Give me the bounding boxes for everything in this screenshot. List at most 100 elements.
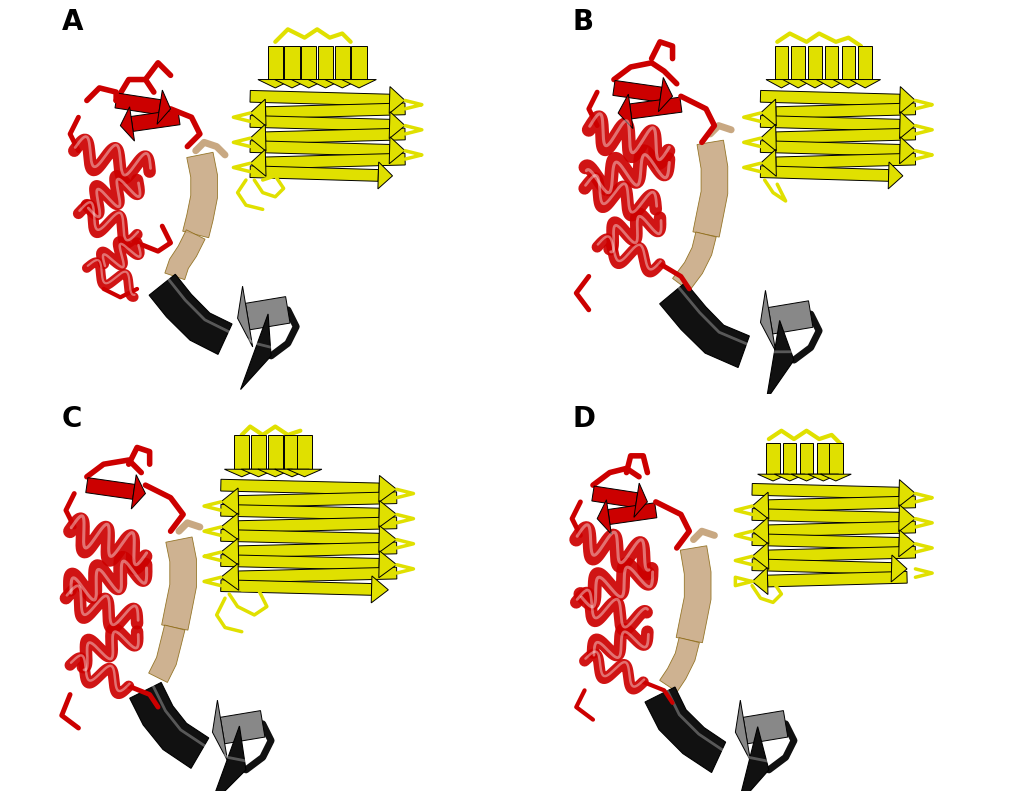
Polygon shape (752, 483, 899, 499)
Polygon shape (149, 274, 232, 355)
Polygon shape (224, 469, 259, 477)
Polygon shape (284, 435, 300, 469)
Polygon shape (238, 542, 396, 557)
Polygon shape (659, 282, 749, 367)
Polygon shape (250, 166, 378, 181)
Polygon shape (833, 80, 864, 88)
Polygon shape (900, 112, 915, 138)
Polygon shape (766, 444, 780, 474)
Polygon shape (597, 500, 611, 534)
Polygon shape (899, 530, 915, 556)
Polygon shape (900, 137, 915, 164)
Polygon shape (221, 538, 238, 565)
Polygon shape (258, 469, 292, 477)
Polygon shape (308, 80, 342, 88)
Polygon shape (766, 80, 797, 88)
Polygon shape (736, 700, 750, 761)
Polygon shape (752, 533, 899, 549)
Polygon shape (783, 80, 813, 88)
Polygon shape (211, 726, 246, 795)
Polygon shape (266, 153, 406, 169)
Polygon shape (131, 110, 180, 131)
Polygon shape (645, 687, 726, 773)
Polygon shape (298, 435, 312, 469)
Polygon shape (266, 128, 406, 144)
Polygon shape (760, 115, 900, 131)
Polygon shape (341, 80, 376, 88)
Polygon shape (221, 488, 238, 515)
Polygon shape (162, 537, 197, 630)
Polygon shape (760, 124, 776, 151)
Polygon shape (268, 46, 283, 80)
Polygon shape (775, 103, 916, 118)
Polygon shape (892, 555, 907, 582)
Polygon shape (900, 87, 915, 114)
Polygon shape (120, 107, 135, 141)
Polygon shape (760, 166, 889, 181)
Polygon shape (234, 435, 250, 469)
Polygon shape (693, 140, 728, 237)
Polygon shape (250, 141, 389, 156)
Polygon shape (221, 564, 238, 591)
Polygon shape (221, 513, 238, 540)
Polygon shape (760, 141, 900, 156)
Polygon shape (318, 46, 333, 80)
Polygon shape (221, 529, 379, 545)
Polygon shape (758, 474, 789, 481)
Polygon shape (607, 502, 657, 525)
Polygon shape (352, 46, 367, 80)
Polygon shape (268, 435, 283, 469)
Polygon shape (783, 444, 797, 474)
Polygon shape (766, 320, 794, 400)
Polygon shape (378, 162, 392, 189)
Polygon shape (808, 46, 821, 80)
Polygon shape (182, 153, 217, 238)
Polygon shape (774, 46, 788, 80)
Polygon shape (221, 504, 379, 520)
Polygon shape (774, 474, 805, 481)
Polygon shape (221, 580, 372, 595)
Polygon shape (240, 314, 271, 390)
Polygon shape (389, 87, 406, 114)
Polygon shape (800, 444, 813, 474)
Polygon shape (592, 486, 638, 508)
Polygon shape (389, 137, 406, 164)
Polygon shape (816, 444, 830, 474)
Polygon shape (212, 700, 227, 761)
Polygon shape (275, 469, 310, 477)
Polygon shape (246, 297, 290, 330)
Polygon shape (250, 124, 266, 151)
Polygon shape (612, 80, 662, 102)
Text: B: B (572, 8, 593, 36)
Polygon shape (816, 80, 847, 88)
Polygon shape (658, 77, 673, 112)
Text: C: C (62, 405, 83, 433)
Polygon shape (251, 435, 266, 469)
Polygon shape (792, 46, 805, 80)
Polygon shape (752, 568, 768, 595)
Polygon shape (760, 149, 776, 176)
Polygon shape (619, 94, 633, 129)
Polygon shape (250, 115, 389, 131)
Polygon shape (250, 99, 266, 126)
Polygon shape (220, 711, 265, 744)
Polygon shape (659, 638, 699, 692)
Polygon shape (149, 625, 184, 682)
Polygon shape (775, 153, 916, 169)
Polygon shape (760, 290, 775, 351)
Polygon shape (157, 90, 170, 124)
Polygon shape (238, 567, 396, 583)
Polygon shape (858, 46, 872, 80)
Text: D: D (572, 405, 595, 433)
Polygon shape (808, 474, 839, 481)
Polygon shape (743, 711, 788, 744)
Polygon shape (238, 492, 396, 507)
Polygon shape (760, 91, 900, 106)
Polygon shape (829, 444, 843, 474)
Polygon shape (291, 80, 326, 88)
Polygon shape (221, 555, 379, 570)
Polygon shape (258, 80, 292, 88)
Polygon shape (371, 576, 388, 603)
Polygon shape (768, 496, 915, 511)
Polygon shape (287, 469, 322, 477)
